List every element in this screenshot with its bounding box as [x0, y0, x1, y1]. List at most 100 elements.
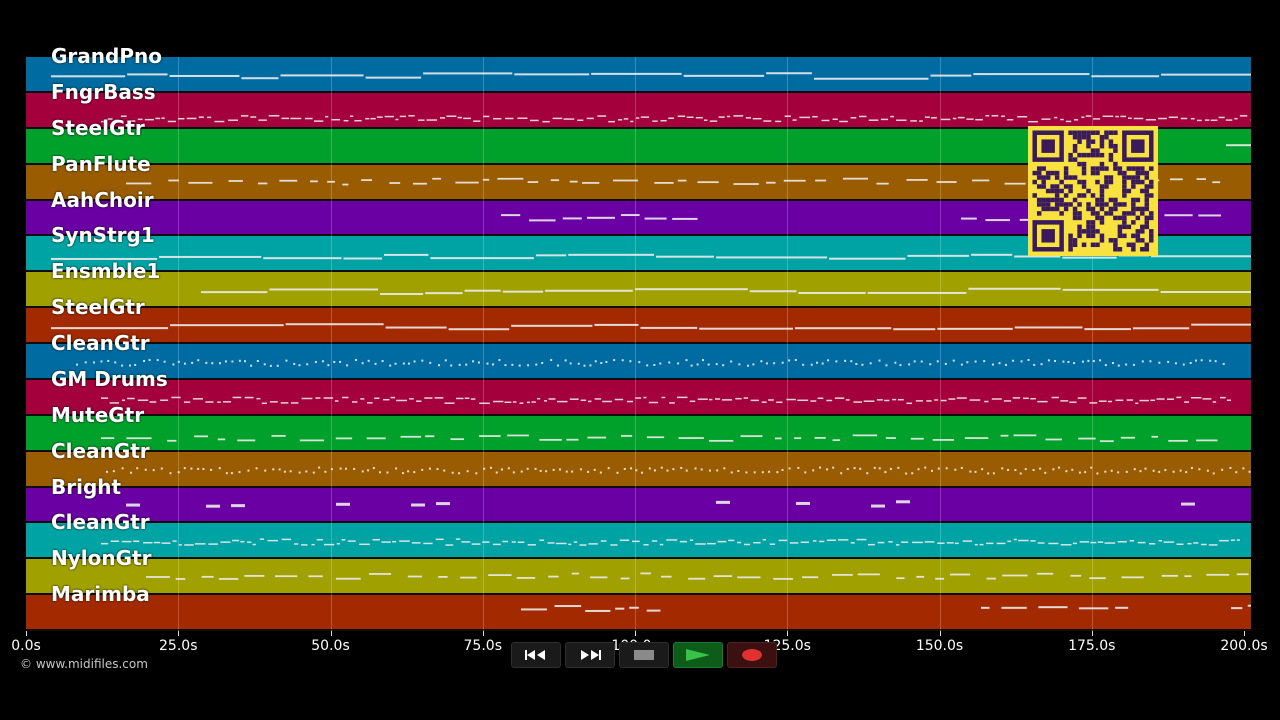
qr-module	[1122, 233, 1127, 239]
note-mark	[566, 438, 579, 441]
note-mark	[379, 471, 382, 474]
note-mark	[167, 120, 176, 123]
note-mark	[1144, 467, 1147, 470]
note-mark	[1135, 402, 1139, 405]
note-mark	[313, 120, 324, 122]
note-mark	[1206, 469, 1209, 472]
qr-module	[1072, 175, 1078, 180]
time-gridline	[787, 57, 789, 631]
note-mark	[646, 436, 665, 439]
note-mark	[392, 540, 397, 543]
note-mark	[531, 401, 536, 403]
qr-module	[1059, 211, 1064, 216]
note-mark	[940, 118, 951, 121]
note-mark	[310, 180, 318, 183]
qr-module	[1063, 166, 1069, 171]
note-mark	[593, 468, 596, 471]
note-mark	[813, 77, 929, 80]
note-layer	[51, 72, 1251, 612]
note-mark	[238, 359, 241, 362]
qr-module	[1126, 224, 1132, 230]
note-mark	[381, 360, 384, 363]
note-mark	[783, 179, 806, 182]
qr-module	[1131, 175, 1136, 180]
note-mark	[252, 543, 256, 546]
note-mark	[539, 539, 545, 541]
note-mark	[991, 115, 999, 117]
qr-module	[1032, 179, 1037, 185]
note-mark	[232, 539, 240, 542]
qr-module	[1054, 175, 1060, 180]
play-button[interactable]	[673, 642, 723, 668]
note-mark	[765, 362, 768, 365]
note-mark	[183, 362, 186, 365]
qr-module	[1099, 197, 1105, 203]
note-mark	[680, 466, 683, 469]
note-mark	[1090, 541, 1097, 544]
rewind-button[interactable]	[511, 642, 561, 668]
qr-code	[1028, 126, 1158, 256]
qr-module	[1099, 143, 1105, 149]
note-mark	[643, 396, 647, 399]
note-mark	[143, 360, 146, 363]
note-mark	[514, 73, 590, 76]
qr-module	[1144, 206, 1150, 212]
note-mark	[244, 575, 265, 577]
qr-module	[1113, 215, 1118, 221]
note-mark	[876, 399, 883, 401]
note-mark	[1024, 468, 1027, 471]
note-mark	[342, 396, 349, 399]
note-mark	[863, 400, 875, 402]
note-mark	[455, 181, 479, 184]
qr-module	[1036, 170, 1042, 176]
note-mark	[1206, 573, 1230, 576]
note-mark	[1248, 470, 1251, 473]
note-mark	[112, 470, 115, 473]
record-button[interactable]	[727, 642, 777, 668]
note-mark	[638, 361, 641, 364]
note-mark	[859, 467, 862, 470]
note-mark	[768, 399, 774, 401]
note-mark	[1096, 472, 1099, 475]
note-mark	[323, 543, 335, 546]
play-icon	[686, 649, 710, 661]
qr-module	[1108, 143, 1114, 149]
qr-module	[1108, 179, 1114, 185]
qr-module	[1054, 193, 1060, 198]
note-mark	[1084, 471, 1087, 474]
fast-forward-button[interactable]	[565, 642, 615, 668]
note-mark	[814, 437, 826, 439]
note-mark	[661, 396, 666, 399]
note-mark	[1111, 362, 1114, 365]
note-mark	[408, 115, 415, 117]
note-mark	[321, 360, 324, 363]
note-mark	[1087, 359, 1090, 362]
stop-button[interactable]	[619, 642, 669, 668]
note-mark	[232, 396, 242, 399]
note-mark	[653, 469, 656, 472]
qr-module	[1140, 179, 1145, 185]
note-mark	[726, 115, 731, 118]
qr-module	[1045, 206, 1051, 212]
note-mark	[395, 118, 399, 121]
note-mark	[222, 401, 232, 403]
track-row: Bright	[26, 475, 1251, 524]
note-mark	[669, 402, 675, 404]
note-mark	[586, 117, 594, 120]
note-mark	[602, 400, 612, 403]
qr-module	[1131, 242, 1136, 248]
note-mark	[155, 117, 161, 120]
note-mark	[678, 437, 704, 439]
note-mark	[850, 542, 855, 544]
qr-module	[1126, 166, 1132, 171]
note-mark	[562, 217, 582, 220]
rewind-icon	[525, 650, 545, 660]
qr-module	[1095, 170, 1100, 176]
note-mark	[278, 468, 281, 471]
note-mark	[136, 467, 139, 470]
note-mark	[220, 541, 231, 543]
note-mark	[985, 219, 1010, 222]
note-mark	[868, 119, 879, 121]
qr-module	[1113, 166, 1118, 171]
note-mark	[450, 364, 453, 367]
